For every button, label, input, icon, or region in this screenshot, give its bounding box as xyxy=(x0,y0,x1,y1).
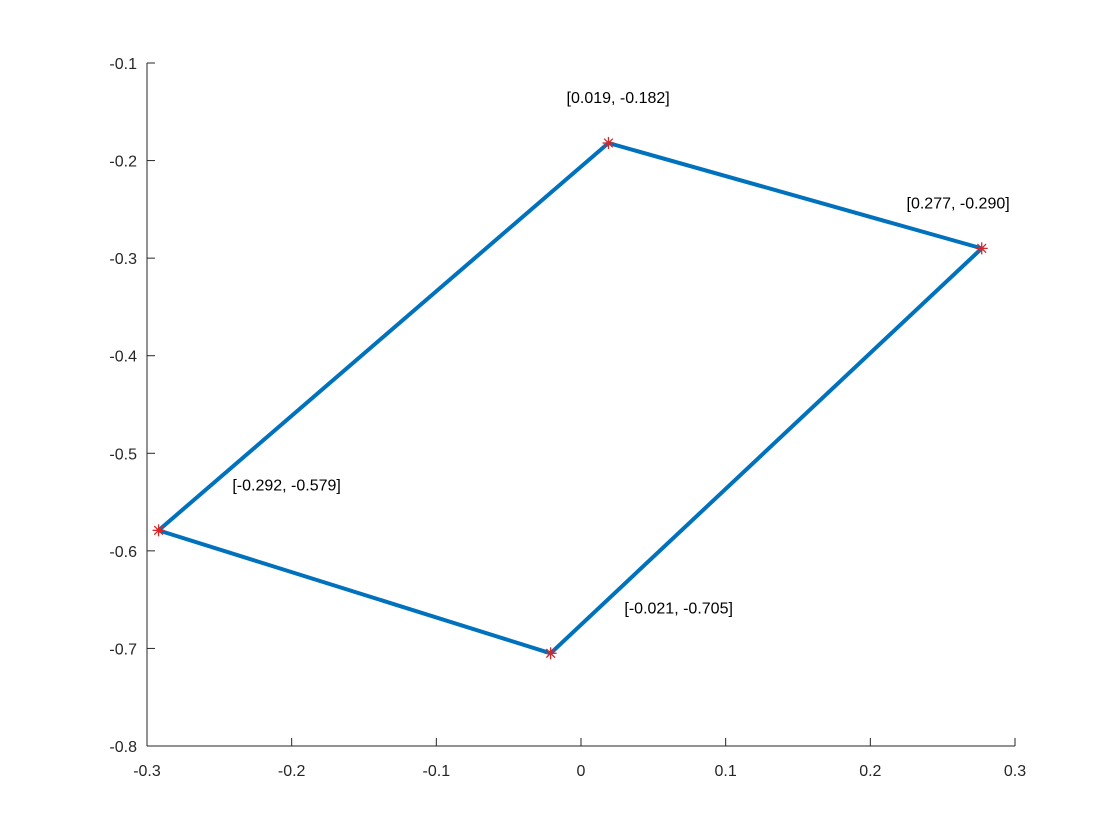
y-tick-label: -0.3 xyxy=(109,251,137,268)
marker-layer xyxy=(152,137,988,660)
y-tick-label: -0.6 xyxy=(109,544,137,561)
series-layer xyxy=(156,141,984,656)
vertex-coordinate-label: [0.019, -0.182] xyxy=(567,90,670,107)
vertex-marker xyxy=(602,137,615,150)
y-tick-label: -0.8 xyxy=(109,739,137,756)
x-tick-label: -0.2 xyxy=(278,763,306,780)
y-tick-label: -0.4 xyxy=(109,349,137,366)
y-tick-label: -0.1 xyxy=(109,56,137,73)
y-axis: -0.8 -0.7 -0.6 -0.5 -0.4 -0.3 -0.2 -0.1 xyxy=(109,56,155,756)
x-tick-label: 0.1 xyxy=(715,763,737,780)
x-tick-label: 0.3 xyxy=(1004,763,1026,780)
vertex-coordinate-label: [-0.292, -0.579] xyxy=(232,478,341,495)
y-tick-label: -0.2 xyxy=(109,154,137,171)
y-tick-label: -0.5 xyxy=(109,446,137,463)
vertex-coordinate-label: [0.277, -0.290] xyxy=(907,196,1010,213)
x-tick-label: 0.2 xyxy=(859,763,881,780)
annotation-layer: [0.019, -0.182] [0.277, -0.290] [-0.292, -… xyxy=(232,90,1009,617)
vertex-coordinate-label: [-0.021, -0.705] xyxy=(624,600,733,617)
x-tick-label: 0 xyxy=(577,763,586,780)
polygon-series-line xyxy=(156,141,984,656)
y-tick-label: -0.7 xyxy=(109,641,137,658)
x-tick-label: -0.3 xyxy=(133,763,161,780)
x-tick-label: -0.1 xyxy=(423,763,451,780)
vertex-marker xyxy=(544,647,557,660)
vertex-marker xyxy=(975,242,988,255)
x-axis: -0.3 -0.2 -0.1 0 0.1 0.2 0.3 xyxy=(133,738,1026,780)
vertex-marker xyxy=(152,524,165,537)
